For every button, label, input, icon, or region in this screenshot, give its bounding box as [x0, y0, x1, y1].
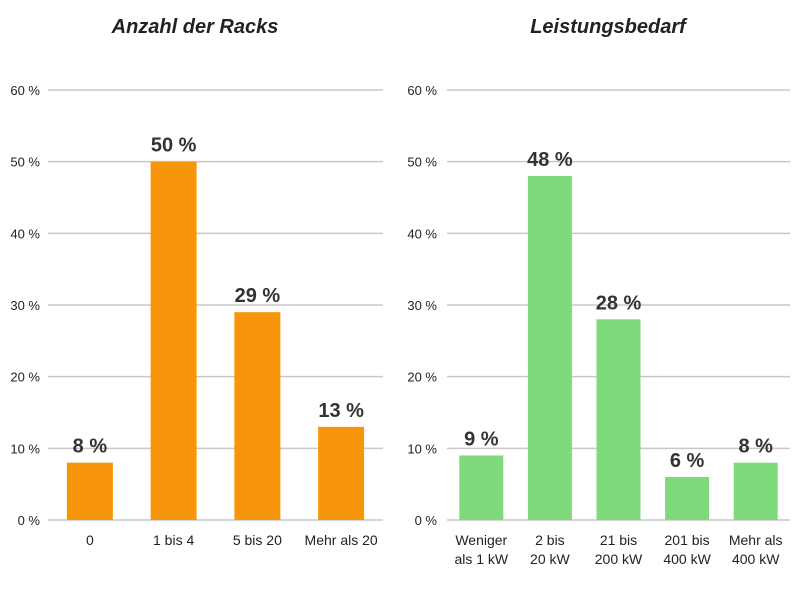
y-tick-label: 40 %: [407, 226, 437, 241]
y-tick-label: 30 %: [407, 298, 437, 313]
x-tick-label: Weniger als 1 kW: [454, 532, 508, 567]
data-label: 6 %: [670, 450, 705, 472]
y-tick-label: 10 %: [407, 441, 437, 456]
x-tick-label: Mehr als 400 kW: [729, 532, 783, 567]
bar: [318, 426, 365, 520]
y-tick-label: 30 %: [10, 298, 40, 313]
y-tick-label: 0 %: [18, 513, 41, 528]
y-tick-label: 0 %: [415, 513, 438, 528]
x-tick-label: Mehr als 20: [305, 532, 378, 548]
data-label: 48 %: [527, 149, 573, 171]
data-label: 8 %: [738, 436, 773, 458]
x-tick-label: 0: [86, 532, 94, 548]
y-tick-label: 50 %: [10, 155, 40, 170]
bar: [596, 319, 641, 520]
data-label: 13 %: [318, 400, 364, 422]
x-tick-label: 2 bis 20 kW: [530, 532, 570, 567]
bar: [66, 462, 113, 520]
y-tick-label: 50 %: [407, 155, 437, 170]
bar: [527, 176, 572, 520]
bar: [733, 462, 778, 520]
x-tick-label: 5 bis 20: [233, 532, 282, 548]
y-tick-label: 40 %: [10, 226, 40, 241]
chart-title: Leistungsbedarf: [530, 16, 688, 38]
bar: [234, 312, 281, 520]
data-label: 9 %: [464, 429, 499, 451]
y-tick-label: 60 %: [10, 83, 40, 98]
bar: [459, 455, 504, 520]
y-tick-label: 20 %: [10, 370, 40, 385]
chart-leistungsbedarf: Leistungsbedarf 0 % 10 % 20 % 30 % 40 % 50 % 6…: [407, 16, 790, 567]
data-label: 50 %: [151, 135, 197, 157]
data-label: 29 %: [235, 285, 281, 307]
chart-anzahl-der-racks: Anzahl der Racks 0 % 10 % 20 % 30 % 40 % 50 %…: [10, 16, 383, 548]
data-label: 28 %: [596, 292, 642, 314]
y-tick-label: 20 %: [407, 370, 437, 385]
y-tick-label: 10 %: [10, 441, 40, 456]
bar: [150, 161, 197, 520]
y-tick-label: 60 %: [407, 83, 437, 98]
x-tick-label: 21 bis 200 kW: [595, 532, 643, 567]
chart-title: Anzahl der Racks: [111, 16, 279, 38]
bar: [665, 477, 710, 520]
data-label: 8 %: [73, 436, 108, 458]
x-tick-label: 201 bis 400 kW: [663, 532, 711, 567]
x-tick-label: 1 bis 4: [153, 532, 194, 548]
